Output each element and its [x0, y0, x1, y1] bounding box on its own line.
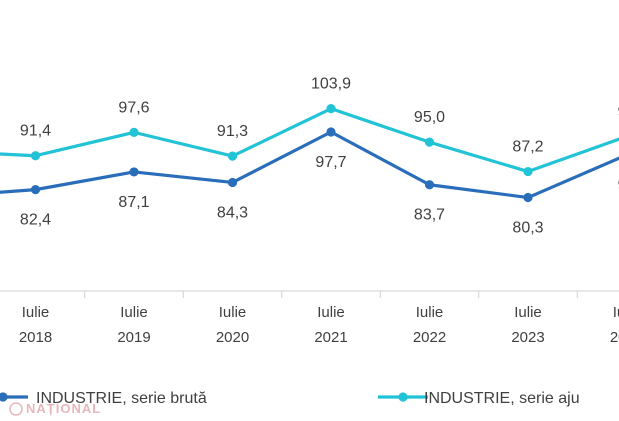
data-label: 87,2	[512, 139, 543, 156]
data-label: 95,0	[414, 109, 445, 126]
x-axis	[0, 290, 619, 298]
data-label: 82,4	[20, 212, 51, 229]
series-points	[30, 104, 533, 203]
data-label: 91,3	[217, 123, 248, 140]
x-tick-label-year: 2024	[610, 329, 619, 346]
data-point	[326, 127, 336, 137]
legend-swatch-marker	[398, 392, 408, 402]
data-label: 96	[618, 104, 619, 121]
watermark-text: NAȚIONAL	[26, 401, 101, 416]
data-point	[227, 151, 238, 161]
series-line-1	[0, 107, 619, 174]
legend-label: INDUSTRIE, serie aju	[424, 390, 580, 407]
data-label: 83,7	[414, 207, 445, 224]
x-tick-label-year: 2020	[216, 329, 249, 346]
series-line-0	[0, 130, 619, 200]
x-tick-label-month: Iulie	[120, 304, 148, 321]
x-tick-label-year: 2022	[413, 329, 446, 346]
x-tick-label-year: 2023	[511, 329, 544, 346]
data-point	[523, 166, 533, 177]
data-point	[30, 185, 41, 195]
series-lines	[0, 107, 619, 200]
data-label: 97,7	[315, 154, 346, 171]
x-tick-label-month: Iulie	[514, 304, 542, 321]
x-tick-label-month: Iulie	[613, 304, 619, 321]
watermark: NAȚIONAL	[9, 401, 101, 416]
data-label: 103,9	[311, 76, 351, 93]
x-tick-label-month: Iulie	[22, 304, 50, 321]
legend: INDUSTRIE, serie brută INDUSTRIE, serie a…	[0, 390, 580, 407]
data-label: 91,4	[20, 123, 51, 140]
watermark-logo-icon	[9, 402, 23, 416]
data-label: 84,3	[217, 204, 248, 221]
data-point	[129, 127, 139, 137]
legend-swatch-marker	[0, 392, 8, 402]
data-point	[523, 192, 533, 203]
data-label: 80,3	[512, 220, 543, 237]
x-tick-label-year: 2018	[19, 329, 52, 346]
data-point	[326, 104, 336, 114]
x-tick-label-year: 2019	[117, 329, 150, 346]
data-label: 97,6	[118, 99, 149, 116]
x-tick-label-month: Iulie	[416, 304, 444, 321]
data-point	[30, 151, 41, 161]
x-tick-labels: Iulie2017Iulie2018Iulie2019Iulie2020Iuli…	[19, 304, 619, 346]
data-labels: 82,4 87,1 84,3 97,7 83,7 80,3 91 91,4 97,6 91,3 10…	[20, 76, 619, 237]
data-point	[424, 180, 435, 190]
data-label: 87,1	[118, 194, 149, 211]
data-point	[424, 137, 435, 147]
x-tick-label-month: Iulie	[219, 304, 247, 321]
x-tick-label-year: 2021	[314, 329, 347, 346]
data-point	[227, 177, 238, 188]
x-tick-label-month: Iulie	[317, 304, 345, 321]
legend-label: INDUSTRIE, serie brută	[36, 390, 207, 407]
data-point	[129, 167, 139, 177]
data-label: 91	[618, 177, 619, 194]
